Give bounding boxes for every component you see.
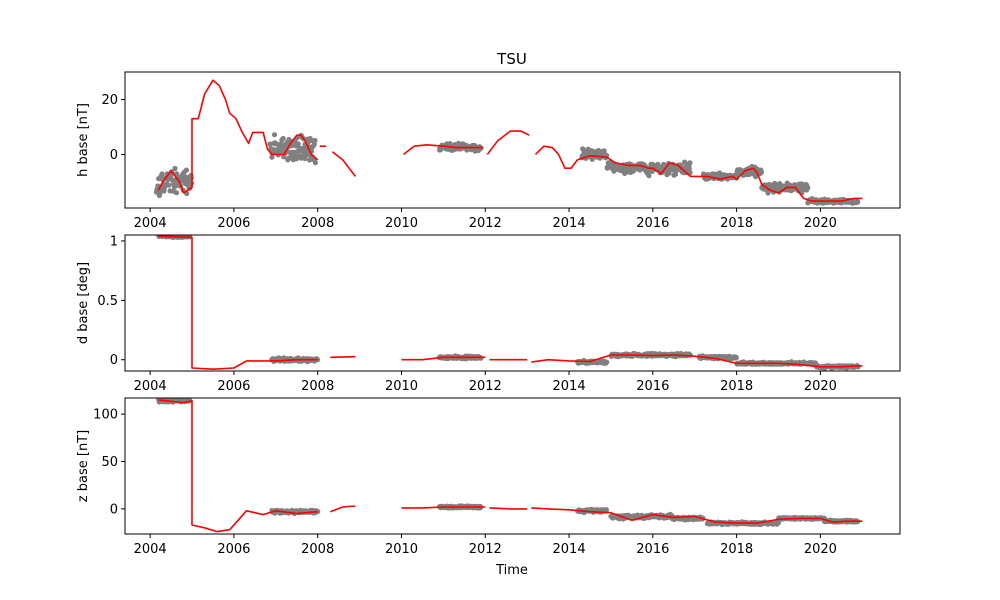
data-point xyxy=(166,182,172,188)
data-point xyxy=(157,191,163,197)
x-tick-label: 2008 xyxy=(301,216,334,231)
y-axis-label-d: d base [deg] xyxy=(76,262,91,344)
data-point xyxy=(271,132,278,138)
panel-d: 2004 2006 2008 2010 2012 2014 2016 2018 2020 0 0.5… xyxy=(76,234,901,394)
axes-frame xyxy=(124,71,901,209)
baseline-line xyxy=(489,507,528,510)
x-tick-label: 2014 xyxy=(553,542,586,557)
data-point xyxy=(805,185,811,191)
plot-area xyxy=(153,79,863,206)
panel-h: 2004 2006 2008 2010 2012 2014 2016 2018 2020 0 20 h… xyxy=(76,71,901,231)
y-tick-label: 0 xyxy=(110,502,118,517)
x-tick-label: 2004 xyxy=(134,542,167,557)
y-axis-label-h: h base [nT] xyxy=(76,103,91,177)
data-point xyxy=(687,160,693,166)
y-tick-label: 20 xyxy=(101,93,118,108)
x-tick-label: 2006 xyxy=(217,379,250,394)
x-tick-label: 2016 xyxy=(636,216,669,231)
panel-z: 2004 2006 2008 2010 2012 2014 2016 2018 2020 0 50 1… xyxy=(76,397,901,557)
x-tick-label: 2018 xyxy=(720,542,753,557)
data-point xyxy=(646,173,652,179)
y-axis-label-z: z base [nT] xyxy=(76,430,91,502)
data-point xyxy=(758,169,765,175)
x-tick-label: 2016 xyxy=(636,379,669,394)
baseline-line xyxy=(403,144,484,156)
baseline-line xyxy=(486,130,530,155)
y-tick-label: 0 xyxy=(110,148,118,163)
x-tick-label: 2020 xyxy=(804,379,837,394)
chart-title: TSU xyxy=(496,50,527,68)
baseline-line xyxy=(401,506,486,509)
baseline-line xyxy=(531,354,863,368)
baseline-line xyxy=(534,145,863,202)
data-point xyxy=(315,508,321,515)
x-tick-label: 2014 xyxy=(553,216,586,231)
x-tick-label: 2018 xyxy=(720,379,753,394)
x-tick-label: 2018 xyxy=(720,216,753,231)
data-point xyxy=(173,190,180,196)
plot-area xyxy=(156,235,863,371)
y-tick-label: 1 xyxy=(110,234,118,249)
data-point xyxy=(855,199,861,205)
baseline-line xyxy=(401,356,486,361)
data-point xyxy=(159,171,165,177)
axes-frame xyxy=(124,234,901,372)
data-point xyxy=(174,171,180,177)
x-tick-label: 2016 xyxy=(636,542,669,557)
data-point xyxy=(183,167,189,173)
data-point xyxy=(686,166,692,172)
y-tick-label: 100 xyxy=(93,408,118,423)
baseline-line xyxy=(531,507,863,524)
baseline-line xyxy=(157,79,319,194)
x-tick-label: 2010 xyxy=(385,542,418,557)
baseline-line xyxy=(158,235,318,370)
data-point xyxy=(478,355,484,361)
data-point xyxy=(280,135,286,142)
plot-area xyxy=(156,398,863,533)
panels: 2004 2006 2008 2010 2012 2014 2016 2018 2020 0 20 h… xyxy=(76,71,901,557)
axes-frame xyxy=(124,397,901,535)
data-point xyxy=(295,141,301,147)
x-tick-label: 2010 xyxy=(385,379,418,394)
y-tick-label: 50 xyxy=(101,455,118,470)
baseline-line xyxy=(158,399,318,533)
x-tick-label: 2020 xyxy=(804,216,837,231)
x-tick-label: 2020 xyxy=(804,542,837,557)
x-axis-label: Time xyxy=(495,563,528,578)
x-tick-label: 2006 xyxy=(217,542,250,557)
y-tick-label: 0.5 xyxy=(97,294,118,309)
data-point xyxy=(604,359,610,365)
data-point xyxy=(775,520,781,526)
data-point xyxy=(312,137,318,144)
baseline-line xyxy=(330,505,356,513)
data-point xyxy=(172,165,178,172)
data-point xyxy=(312,160,318,166)
x-tick-label: 2004 xyxy=(134,379,167,394)
x-tick-label: 2012 xyxy=(469,379,502,394)
x-tick-label: 2012 xyxy=(469,542,502,557)
data-point xyxy=(733,355,739,361)
data-point xyxy=(603,507,609,513)
x-tick-label: 2006 xyxy=(217,216,250,231)
data-point xyxy=(672,171,679,177)
y-tick-label: 0 xyxy=(110,353,118,368)
x-tick-label: 2010 xyxy=(385,216,418,231)
x-tick-label: 2008 xyxy=(301,379,334,394)
x-tick-label: 2014 xyxy=(553,379,586,394)
x-tick-label: 2004 xyxy=(134,216,167,231)
baseline-line xyxy=(330,355,356,359)
baseline-line xyxy=(331,151,357,177)
x-tick-label: 2008 xyxy=(301,542,334,557)
x-tick-label: 2012 xyxy=(469,216,502,231)
